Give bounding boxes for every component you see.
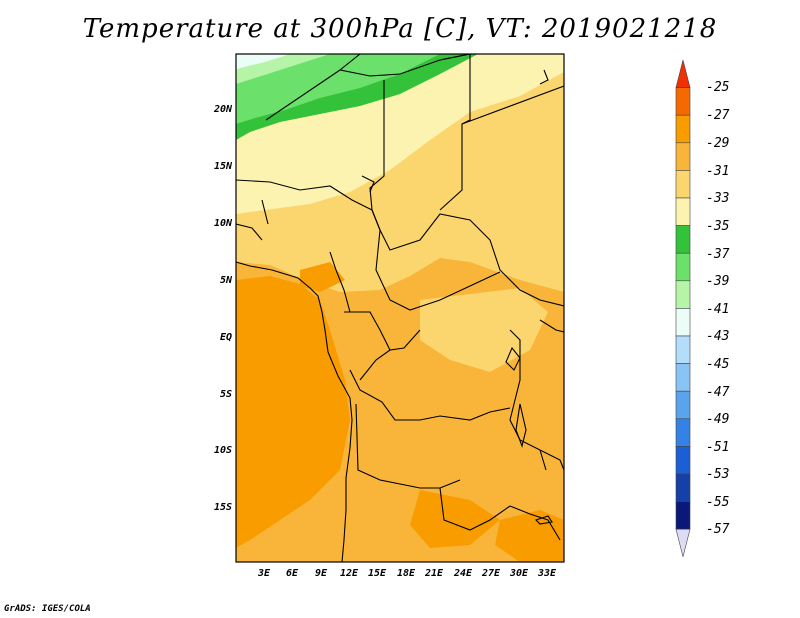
lat-label: 10S bbox=[213, 445, 232, 456]
colorbar-label: -49 bbox=[706, 412, 730, 427]
colorbar-swatch bbox=[675, 114, 691, 144]
colorbar-swatch bbox=[675, 418, 691, 447]
colorbar bbox=[675, 59, 691, 557]
colorbar-label: -43 bbox=[706, 329, 730, 344]
lon-label: 27E bbox=[481, 568, 501, 579]
colorbar-label: -41 bbox=[706, 302, 730, 317]
map-title: Temperature at 300hPa [C], VT: 201902121… bbox=[82, 14, 718, 44]
map-frame bbox=[235, 53, 565, 563]
colorbar-label: -35 bbox=[706, 219, 730, 234]
lon-label: 6E bbox=[285, 568, 299, 579]
colorbar-swatch bbox=[675, 252, 691, 282]
lon-label: 30E bbox=[509, 568, 529, 579]
colorbar-label: -55 bbox=[706, 495, 730, 510]
lat-label: 15S bbox=[213, 502, 232, 513]
lat-label: 15N bbox=[213, 161, 232, 172]
colorbar-swatch bbox=[675, 280, 691, 309]
colorbar-label: -25 bbox=[706, 80, 730, 95]
colorbar-swatch bbox=[675, 197, 691, 226]
lon-label: 33E bbox=[537, 568, 557, 579]
colorbar-swatch bbox=[675, 170, 691, 199]
colorbar-label: -57 bbox=[706, 522, 730, 537]
colorbar-label: -39 bbox=[706, 274, 730, 289]
colorbar-swatch bbox=[675, 308, 691, 337]
colorbar-swatch bbox=[675, 446, 691, 475]
lon-label: 12E bbox=[339, 568, 359, 579]
lon-label: 18E bbox=[396, 568, 416, 579]
colorbar-swatch bbox=[675, 363, 691, 392]
colorbar-label: -53 bbox=[706, 467, 730, 482]
colorbar-label: -29 bbox=[706, 136, 730, 151]
lon-label: 15E bbox=[367, 568, 387, 579]
lon-label: 21E bbox=[424, 568, 444, 579]
colorbar-top-triangle bbox=[675, 59, 691, 88]
lat-label: 5N bbox=[219, 275, 232, 286]
lat-label: 20N bbox=[213, 104, 232, 115]
colorbar-swatch bbox=[675, 142, 691, 171]
colorbar-label: -37 bbox=[706, 247, 730, 262]
lat-label: 5S bbox=[219, 389, 232, 400]
colorbar-swatch bbox=[675, 501, 691, 530]
lon-label: 3E bbox=[257, 568, 271, 579]
colorbar-bottom-triangle bbox=[675, 528, 691, 557]
lat-label: EQ bbox=[219, 332, 232, 343]
colorbar-swatch bbox=[675, 473, 691, 502]
lon-label: 9E bbox=[314, 568, 328, 579]
grads-credit: GrADS: IGES/COLA bbox=[4, 604, 91, 614]
colorbar-label: -45 bbox=[706, 357, 730, 372]
colorbar-swatch bbox=[675, 87, 691, 116]
colorbar-label: -27 bbox=[706, 108, 730, 123]
country-borders bbox=[236, 54, 564, 562]
colorbar-swatch bbox=[675, 390, 691, 420]
colorbar-label: -47 bbox=[706, 385, 730, 400]
colorbar-label: -31 bbox=[706, 164, 730, 179]
colorbar-swatch bbox=[675, 225, 691, 254]
lon-label: 24E bbox=[453, 568, 473, 579]
lat-label: 10N bbox=[213, 218, 232, 229]
colorbar-label: -33 bbox=[706, 191, 730, 206]
temperature-field bbox=[236, 54, 564, 562]
colorbar-swatch bbox=[675, 335, 691, 364]
colorbar-label: -51 bbox=[706, 440, 730, 455]
